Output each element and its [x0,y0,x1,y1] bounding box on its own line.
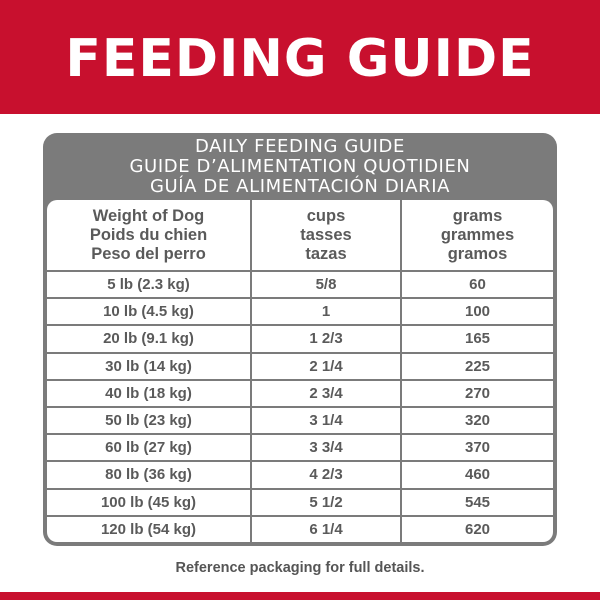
table-row: 80 lb (36 kg) 4 2/3 460 [47,460,553,489]
card-heading: DAILY FEEDING GUIDE GUIDE D’ALIMENTATION… [43,137,557,197]
feeding-table-container: Weight of Dog Poids du chien Peso del pe… [47,200,553,542]
card-heading-line-en: DAILY FEEDING GUIDE [195,136,405,157]
feeding-table: Weight of Dog Poids du chien Peso del pe… [47,200,553,542]
header-label: gramos [447,244,508,263]
cups-cell: 3 3/4 [250,433,401,462]
cups-cell: 3 1/4 [250,405,401,435]
header-grams: grams grammes gramos [400,200,553,272]
cups-cell: 4 2/3 [250,460,401,489]
header-weight: Weight of Dog Poids du chien Peso del pe… [47,200,251,272]
cups-cell: 2 1/4 [250,351,401,380]
card-heading-line-es: GUÍA DE ALIMENTACIÓN DIARIA [149,176,451,197]
bottom-accent-bar [0,592,600,600]
footnote: Reference packaging for full details. [175,560,425,576]
grams-cell: 545 [400,487,553,516]
table-row: 5 lb (2.3 kg) 5/8 60 [47,271,553,299]
weight-cell: 10 lb (4.5 kg) [47,297,251,326]
grams-cell: 460 [400,460,553,489]
weight-cell: 120 lb (54 kg) [47,514,251,542]
header-label: grams [452,206,503,225]
cups-cell: 5 1/2 [250,487,401,516]
header-label: grammes [440,225,515,244]
weight-cell: 60 lb (27 kg) [47,433,251,462]
title-banner: FEEDING GUIDE [0,0,600,114]
weight-cell: 5 lb (2.3 kg) [107,276,190,294]
table-row: 50 lb (23 kg) 3 1/4 320 [47,405,553,435]
table-row: 120 lb (54 kg) 6 1/4 620 [47,514,553,542]
weight-cell: 100 lb (45 kg) [47,487,251,516]
grams-cell: 320 [400,405,553,435]
cups-cell: 1 [250,297,401,326]
grams-cell: 225 [400,351,553,380]
table-row: 100 lb (45 kg) 5 1/2 545 [47,487,553,516]
table-row: 10 lb (4.5 kg) 1 100 [47,297,553,326]
table-row: 20 lb (9.1 kg) 1 2/3 165 [47,324,553,353]
header-label: Peso del perro [91,244,206,263]
header-label: Weight of Dog [92,206,205,225]
cups-cell: 6 1/4 [250,514,401,542]
grams-cell: 165 [400,324,553,353]
page-title: FEEDING GUIDE [65,29,535,89]
header-label: tazas [305,244,347,263]
header-label: cups [306,206,346,225]
cups-cell: 1 2/3 [250,324,401,353]
header-label: tasses [300,225,352,244]
weight-cell: 30 lb (14 kg) [47,351,251,380]
header-cups: cups tasses tazas [250,200,401,272]
grams-cell: 270 [400,378,553,407]
weight-cell: 40 lb (18 kg) [47,378,251,407]
grams-cell: 100 [400,297,553,326]
grams-cell: 620 [400,514,553,542]
grams-cell: 370 [400,433,553,462]
weight-cell: 50 lb (23 kg) [47,405,251,435]
cups-cell: 5/8 [250,271,401,299]
table-row: 40 lb (18 kg) 2 3/4 270 [47,378,553,407]
grams-cell: 60 [400,271,553,299]
cups-cell: 2 3/4 [250,378,401,407]
table-row: 30 lb (14 kg) 2 1/4 225 [47,351,553,380]
feeding-guide-card: DAILY FEEDING GUIDE GUIDE D’ALIMENTATION… [43,133,557,546]
header-label: Poids du chien [89,225,208,244]
table-row: 60 lb (27 kg) 3 3/4 370 [47,433,553,462]
weight-cell: 80 lb (36 kg) [47,460,251,489]
table-header-row: Weight of Dog Poids du chien Peso del pe… [47,200,553,272]
card-heading-line-fr: GUIDE D’ALIMENTATION QUOTIDIEN [129,156,471,177]
weight-cell: 20 lb (9.1 kg) [47,324,251,353]
